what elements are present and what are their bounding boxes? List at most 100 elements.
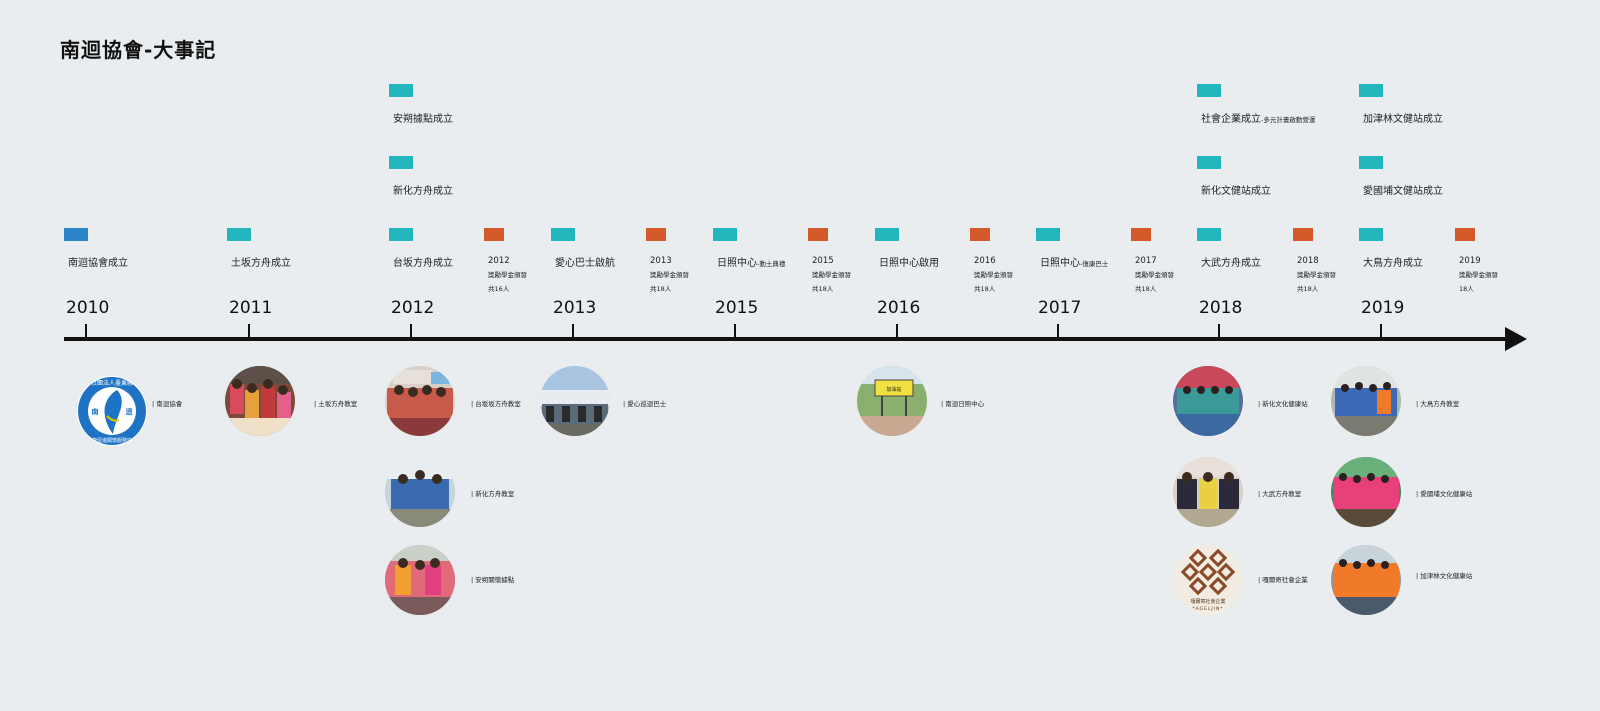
event-marker — [389, 228, 413, 241]
event-label: 台坂方舟成立 — [393, 258, 453, 269]
event-jiajinlin: 加津林文健站成立 — [1359, 84, 1443, 125]
dawu-ark-photo — [1173, 457, 1243, 527]
scholarship-marker — [970, 228, 990, 241]
scholarship-2019: 2019 獎勵學金頒發 18人 — [1455, 228, 1498, 293]
jiajinlin-health-station-photo — [1331, 545, 1401, 615]
event-marker — [875, 228, 899, 241]
page-title: 南迴協會-大事記 — [60, 38, 217, 62]
event-aiguopu: 愛國埔文健站成立 — [1359, 156, 1443, 197]
xinhua-health-station-photo — [1173, 366, 1243, 436]
scholarship-2012: 2012 獎勵學金頒發 共16人 — [484, 228, 527, 293]
photo-caption: | 加津林文化健康站 — [1416, 572, 1473, 580]
photo-caption: | 大鳥方舟教室 — [1416, 400, 1460, 408]
event-label: 日照中心啟用 — [879, 258, 939, 269]
scholarship-marker — [484, 228, 504, 241]
scholarship-2018: 2018 獎勵學金頒發 共18人 — [1293, 228, 1336, 293]
aiguopu-health-station-photo — [1331, 457, 1401, 527]
timeline-axis — [64, 337, 1510, 341]
event-xinhua-health-station: 新化文健站成立 — [1197, 156, 1271, 197]
taiban-ark-photo — [385, 366, 455, 436]
photo-caption: | 嘎爾寄社會企業 — [1258, 576, 1308, 584]
svg-text:南: 南 — [92, 407, 99, 416]
ageljin-logo: 嘎爾寄社會企業 *AGELJIN* — [1173, 545, 1243, 615]
event-label: 土坂方舟成立 — [231, 258, 291, 269]
association-logo: 社團法人臺東縣 南 迴 健康促進關懷服務協會 — [77, 376, 147, 446]
event-marker — [1359, 84, 1383, 97]
tuban-ark-photo — [225, 366, 295, 436]
scholarship-text: 2019 獎勵學金頒發 18人 — [1459, 256, 1498, 293]
axis-tick — [896, 324, 898, 341]
year-label: 2013 — [553, 298, 597, 318]
event-daycare-rehab-bus: 日照中心-復康巴士 — [1036, 228, 1108, 269]
event-label: 愛國埔文健站成立 — [1363, 186, 1443, 197]
scholarship-marker — [1455, 228, 1475, 241]
event-xinhua-ark: 新化方舟成立 — [389, 156, 453, 197]
axis-tick — [1218, 324, 1220, 341]
year-label: 2015 — [715, 298, 759, 318]
event-daycare-groundbreaking: 日照中心-動土典禮 — [713, 228, 785, 269]
photo-caption: | 新化文化健康站 — [1258, 400, 1308, 408]
event-marker — [713, 228, 737, 241]
photo-caption: | 南迴日照中心 — [941, 400, 985, 408]
year-label: 2011 — [229, 298, 273, 318]
event-label: 日照中心-動土典禮 — [717, 258, 786, 269]
event-label: 愛心巴士啟航 — [555, 258, 615, 269]
scholarship-marker — [808, 228, 828, 241]
event-association-founded: 南迴協會成立 — [64, 228, 128, 269]
event-label: 加津林文健站成立 — [1363, 114, 1443, 125]
event-marker — [551, 228, 575, 241]
event-marker — [227, 228, 251, 241]
scholarship-marker — [646, 228, 666, 241]
event-anshuo: 安朔據點成立 — [389, 84, 453, 125]
event-label: 大武方舟成立 — [1201, 258, 1261, 269]
year-label: 2019 — [1361, 298, 1405, 318]
scholarship-text: 2015 獎勵學金頒發 共18人 — [812, 256, 851, 293]
scholarship-2015: 2015 獎勵學金頒發 共18人 — [808, 228, 851, 293]
svg-text:*AGELJIN*: *AGELJIN* — [1192, 606, 1223, 612]
axis-tick — [85, 324, 87, 341]
photo-caption: | 大武方舟教室 — [1258, 490, 1302, 498]
axis-tick — [410, 324, 412, 341]
scholarship-text: 2016 獎勵學金頒發 共18人 — [974, 256, 1013, 293]
year-label: 2017 — [1038, 298, 1082, 318]
xinhua-ark-photo — [385, 457, 455, 527]
axis-tick — [1057, 324, 1059, 341]
daniao-ark-photo — [1331, 366, 1401, 436]
event-daniao-ark: 大鳥方舟成立 — [1359, 228, 1423, 269]
event-marker — [1036, 228, 1060, 241]
event-label: 南迴協會成立 — [68, 258, 128, 269]
anshuo-care-photo — [385, 545, 455, 615]
scholarship-2013: 2013 獎勵學金頒發 共18人 — [646, 228, 689, 293]
svg-text:加油站: 加油站 — [886, 386, 901, 393]
event-marker — [389, 156, 413, 169]
event-label: 日照中心-復康巴士 — [1040, 258, 1109, 269]
event-marker — [1197, 156, 1221, 169]
axis-tick — [1380, 324, 1382, 341]
axis-tick — [734, 324, 736, 341]
event-daycare-opening: 日照中心啟用 — [875, 228, 939, 269]
event-marker — [1359, 156, 1383, 169]
photo-caption: | 南迴協會 — [152, 400, 183, 408]
event-label: 大鳥方舟成立 — [1363, 258, 1423, 269]
scholarship-text: 2017 獎勵學金頒發 共18人 — [1135, 256, 1174, 293]
year-label: 2010 — [66, 298, 110, 318]
scholarship-text: 2018 獎勵學金頒發 共18人 — [1297, 256, 1336, 293]
svg-text:嘎爾寄社會企業: 嘎爾寄社會企業 — [1190, 598, 1225, 605]
svg-text:社團法人臺東縣: 社團法人臺東縣 — [91, 379, 133, 387]
timeline-arrow-icon — [1505, 327, 1527, 351]
scholarship-marker — [1131, 228, 1151, 241]
scholarship-text: 2013 獎勵學金頒發 共18人 — [650, 256, 689, 293]
year-label: 2012 — [391, 298, 435, 318]
event-label: 安朔據點成立 — [393, 114, 453, 125]
event-marker — [1197, 228, 1221, 241]
event-label: 新化方舟成立 — [393, 186, 453, 197]
daycare-center-photo: 加油站 — [857, 366, 927, 436]
event-marker — [1197, 84, 1221, 97]
scholarship-marker — [1293, 228, 1313, 241]
event-tuban-ark: 土坂方舟成立 — [227, 228, 291, 269]
scholarship-text: 2012 獎勵學金頒發 共16人 — [488, 256, 527, 293]
event-dawu-ark: 大武方舟成立 — [1197, 228, 1261, 269]
photo-caption: | 台坂坂方舟教室 — [471, 400, 521, 408]
event-label: 新化文健站成立 — [1201, 186, 1271, 197]
